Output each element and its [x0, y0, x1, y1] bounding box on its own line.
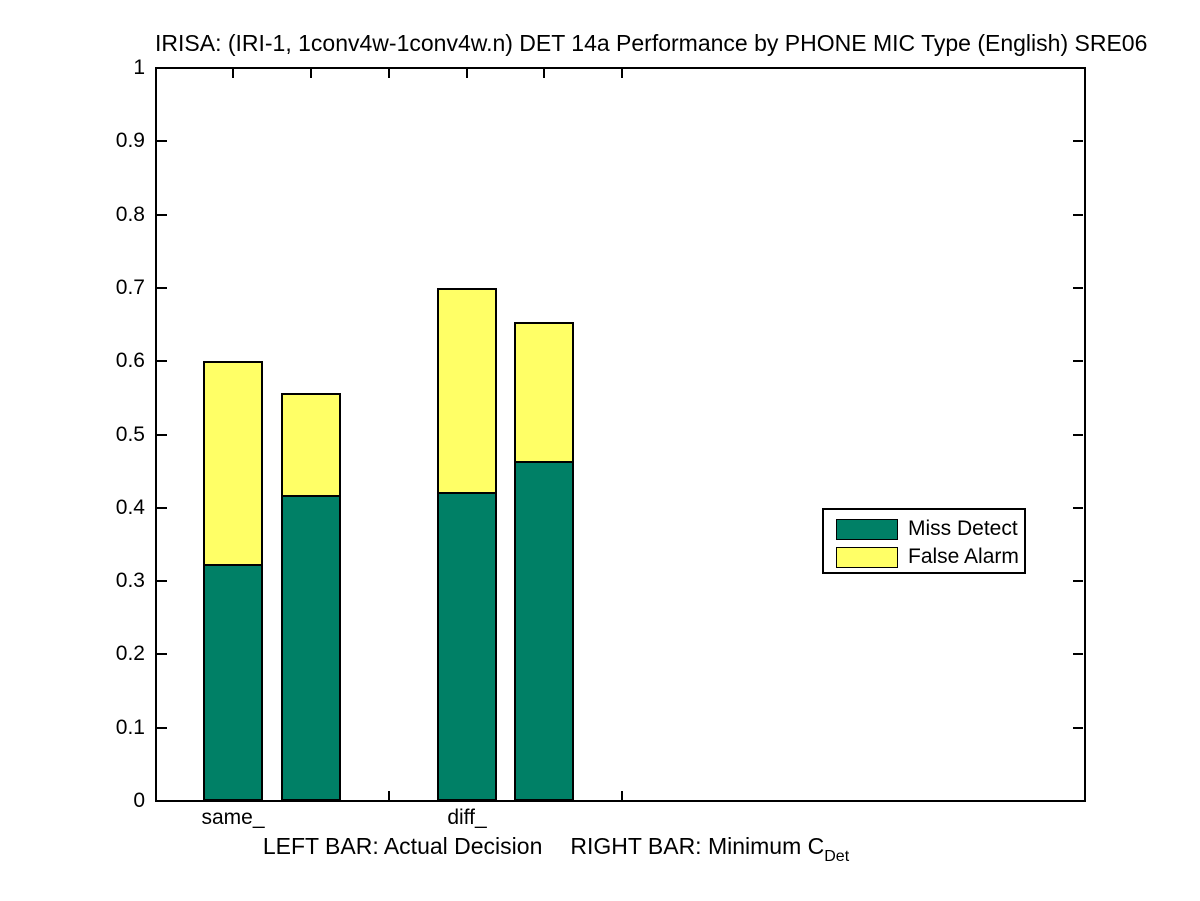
bar-same-actual-decision [203, 361, 264, 801]
y-axis-tick-right [1073, 800, 1083, 802]
x-tick-label-diff: diff_ [447, 806, 487, 829]
y-tick-label: 0.3 [115, 569, 145, 593]
x-axis-tick-top [387, 68, 390, 78]
bar-same-actual-decision-miss-detect-segment [205, 564, 262, 799]
x-axis-caption: LEFT BAR: Actual Decision RIGHT BAR: Mini… [106, 833, 1006, 865]
legend-label-false-alarm: False Alarm [908, 545, 1019, 568]
y-axis-tick [157, 726, 167, 729]
y-axis-tick-right [1073, 140, 1083, 143]
y-axis-tick-right [1073, 433, 1083, 436]
y-axis-tick-right [1073, 213, 1083, 216]
bar-diff-actual-decision [436, 287, 497, 801]
y-axis-tick-right [1073, 506, 1083, 509]
y-axis-tick [157, 506, 167, 509]
x-axis-tick-top [310, 68, 313, 78]
y-axis-tick-right [1073, 580, 1083, 583]
y-tick-label: 0.4 [115, 495, 145, 519]
y-tick-label: 0.7 [115, 275, 145, 299]
y-tick-label: 1 [133, 56, 145, 79]
y-tick-label: 0.1 [115, 715, 145, 739]
bar-same-minimum-cdet-miss-detect-segment [283, 494, 340, 799]
x-axis-tick [621, 791, 624, 801]
y-axis-tick [157, 800, 167, 802]
y-axis-tick-right [1073, 653, 1083, 656]
x-axis-tick [387, 791, 390, 801]
y-tick-label: 0.9 [115, 129, 145, 153]
false-alarm-swatch [836, 547, 898, 568]
y-axis-tick [157, 653, 167, 656]
y-axis-tick-right [1073, 360, 1083, 363]
y-axis-tick [157, 213, 167, 216]
y-axis-tick [157, 67, 167, 69]
legend-box: Miss Detect False Alarm [822, 508, 1026, 574]
x-axis-caption-subscript: Det [824, 848, 850, 865]
y-tick-label: 0.5 [115, 422, 145, 446]
y-axis-tick [157, 286, 167, 289]
x-axis-tick-top [621, 68, 624, 78]
y-tick-label: 0.2 [115, 642, 145, 666]
bar-diff-actual-decision-miss-detect-segment [438, 492, 495, 799]
y-axis-tick [157, 433, 167, 436]
x-axis-caption-left: LEFT BAR: Actual Decision [262, 833, 543, 859]
y-tick-label: 0 [133, 789, 145, 812]
bar-diff-minimum-cdet [514, 321, 575, 801]
x-axis-tick-top [232, 68, 235, 78]
chart-title: IRISA: (IRI-1, 1conv4w-1conv4w.n) DET 14… [155, 30, 1148, 56]
y-axis-tick-right [1073, 286, 1083, 289]
legend-label-miss-detect: Miss Detect [908, 517, 1018, 540]
bar-diff-minimum-cdet-miss-detect-segment [516, 460, 573, 799]
x-axis-tick-top [543, 68, 546, 78]
y-axis-tick [157, 360, 167, 363]
y-axis-tick-right [1073, 726, 1083, 729]
x-axis-caption-right: RIGHT BAR: Minimum C [570, 833, 825, 859]
y-tick-label: 0.8 [115, 202, 145, 226]
x-axis-tick-top [465, 68, 468, 78]
y-axis-tick [157, 580, 167, 583]
y-tick-label: 0.6 [115, 349, 145, 373]
miss-detect-swatch [836, 519, 898, 540]
bar-same-minimum-cdet [281, 392, 342, 801]
x-tick-label-same: same_ [201, 806, 265, 829]
y-axis-tick-right [1073, 67, 1083, 69]
y-axis-tick [157, 140, 167, 143]
